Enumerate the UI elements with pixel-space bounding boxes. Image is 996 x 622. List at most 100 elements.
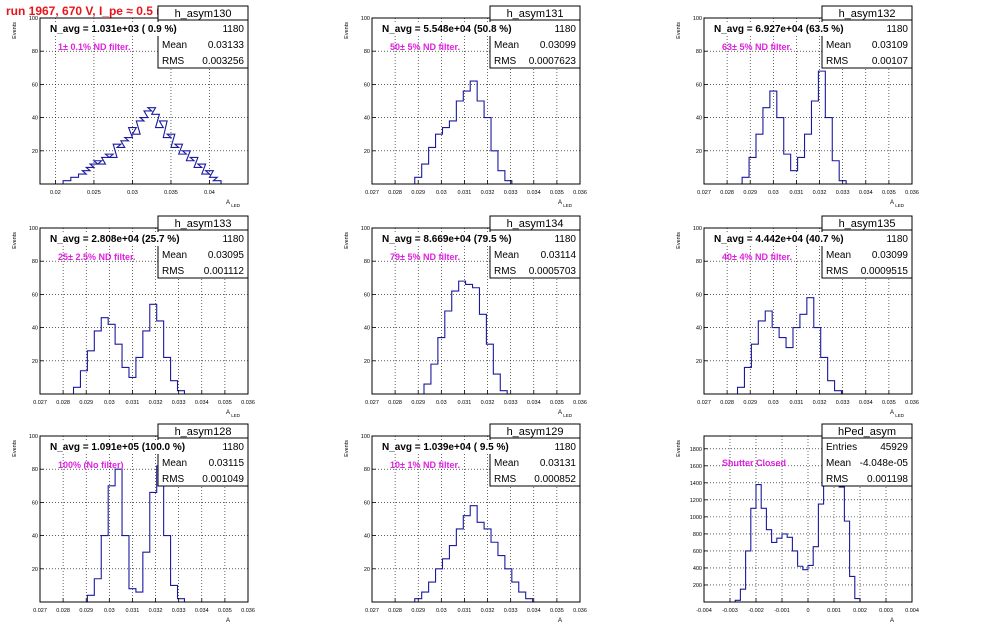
x-axis-label: A LED bbox=[558, 410, 573, 418]
y-tick-label: 40 bbox=[696, 116, 702, 122]
stats-title: h_asym135 bbox=[839, 218, 896, 230]
histogram-panel: 0.027 0.028 0.029 0.03 0.031 0.032 0.033 0.034 0… bbox=[676, 5, 919, 208]
y-tick-label: 40 bbox=[696, 326, 702, 332]
x-tick-label: 0.029 bbox=[79, 608, 93, 614]
y-tick-label: 40 bbox=[32, 116, 38, 122]
navg-text: N_avg = 8.669e+04 (79.5 %) bbox=[382, 234, 512, 245]
x-tick-label: -0.004 bbox=[696, 608, 712, 614]
x-tick-label: 0.02 bbox=[50, 190, 61, 196]
x-tick-label: 0.03 bbox=[768, 190, 779, 196]
y-tick-label: 60 bbox=[32, 82, 38, 88]
plot-frame bbox=[371, 17, 581, 185]
stats-label-rms: RMS bbox=[826, 56, 849, 67]
y-tick-label: 100 bbox=[29, 434, 38, 440]
y-tick-label: 80 bbox=[364, 467, 370, 473]
x-tick-label: 0.032 bbox=[813, 400, 827, 406]
stats-label-mean: Mean bbox=[162, 458, 187, 469]
x-tick-label: 0.032 bbox=[481, 190, 495, 196]
histogram-series bbox=[423, 280, 508, 394]
plot-frame bbox=[39, 17, 249, 185]
x-tick-label: 0.028 bbox=[720, 400, 734, 406]
stats-value-mean: 0.03114 bbox=[541, 250, 577, 261]
x-tick-label: 0.034 bbox=[195, 608, 209, 614]
stats-title: h_asym131 bbox=[507, 8, 564, 20]
x-tick-label: 0.03 bbox=[436, 608, 447, 614]
x-axis-label-main: A bbox=[558, 200, 562, 206]
stats-label-rms: RMS bbox=[162, 474, 185, 485]
x-axis-label-main: A bbox=[226, 618, 230, 622]
x-tick-label: 0.027 bbox=[697, 190, 711, 196]
stats-value-rms: 0.00107 bbox=[872, 56, 909, 67]
stats-label-mean: Mean bbox=[826, 40, 851, 51]
histogram-panel: 0.027 0.028 0.029 0.03 0.031 0.032 0.033 0.034 0… bbox=[344, 423, 587, 622]
x-tick-label: 0.036 bbox=[573, 190, 587, 196]
stats-value-rms: 0.000852 bbox=[534, 474, 576, 485]
x-tick-label: 0.031 bbox=[458, 190, 472, 196]
x-axis-label: A LED bbox=[558, 200, 573, 208]
stats-value-mean: 0.03133 bbox=[208, 40, 245, 51]
stats-value-rms: 0.001198 bbox=[867, 474, 908, 485]
x-tick-label: 0.033 bbox=[172, 400, 186, 406]
x-tick-label: 0.032 bbox=[481, 400, 495, 406]
x-tick-label: 0.034 bbox=[859, 400, 873, 406]
x-tick-label: 0.027 bbox=[365, 608, 379, 614]
histogram-panel: -0.004 -0.003 -0.002 -0.001 0 0.001 0.002 0.003… bbox=[676, 423, 919, 622]
x-tick-label: 0.001 bbox=[827, 608, 841, 614]
y-tick-label: 80 bbox=[32, 49, 38, 55]
x-tick-label: 0.036 bbox=[905, 400, 919, 406]
y-tick-label: 1400 bbox=[690, 481, 702, 487]
stats-label-mean: Mean bbox=[494, 40, 519, 51]
x-tick-label: 0.036 bbox=[905, 190, 919, 196]
y-tick-label: 20 bbox=[364, 359, 370, 365]
navg-box bbox=[46, 232, 206, 246]
filter-annotation: 25± 2.5% ND filter. bbox=[58, 252, 135, 262]
stats-value-entries: 1180 bbox=[222, 234, 244, 245]
y-axis-label: Events bbox=[344, 440, 350, 457]
plot-frame bbox=[39, 227, 249, 395]
y-tick-label: 40 bbox=[364, 326, 370, 332]
y-tick-label: 20 bbox=[32, 359, 38, 365]
stats-label-mean: Mean bbox=[826, 250, 851, 261]
x-tick-label: 0.03 bbox=[768, 400, 779, 406]
x-tick-label: 0.033 bbox=[172, 608, 186, 614]
stats-title: h_asym134 bbox=[507, 218, 564, 230]
y-tick-label: 20 bbox=[32, 149, 38, 155]
x-tick-label: 0.036 bbox=[241, 608, 255, 614]
y-tick-label: 60 bbox=[32, 500, 38, 506]
x-tick-label: 0.034 bbox=[527, 400, 541, 406]
x-tick-label: 0.029 bbox=[743, 190, 757, 196]
x-tick-label: 0.03 bbox=[436, 190, 447, 196]
stats-title: h_asym129 bbox=[507, 426, 564, 438]
x-tick-label: 0.032 bbox=[481, 608, 495, 614]
x-tick-label: 0.035 bbox=[218, 400, 232, 406]
x-tick-label: 0.033 bbox=[836, 190, 850, 196]
y-tick-label: 100 bbox=[693, 16, 702, 22]
navg-box bbox=[46, 440, 206, 454]
x-tick-label: 0.031 bbox=[790, 400, 804, 406]
x-tick-label: 0.036 bbox=[573, 400, 587, 406]
y-tick-label: 60 bbox=[364, 500, 370, 506]
stats-value-rms: 0.003256 bbox=[202, 56, 244, 67]
y-tick-label: 80 bbox=[696, 259, 702, 265]
x-axis-label-sub: LED bbox=[230, 203, 241, 208]
stats-title: h_asym128 bbox=[175, 426, 232, 438]
x-tick-label: 0.034 bbox=[195, 400, 209, 406]
x-tick-label: 0.031 bbox=[790, 190, 804, 196]
stats-label-rms: RMS bbox=[162, 56, 185, 67]
x-tick-label: 0.002 bbox=[853, 608, 867, 614]
y-tick-label: 60 bbox=[364, 82, 370, 88]
y-tick-label: 100 bbox=[361, 434, 370, 440]
x-tick-label: 0.035 bbox=[550, 400, 564, 406]
histogram-series bbox=[72, 303, 185, 394]
stats-title: h_asym130 bbox=[175, 8, 232, 20]
y-tick-label: 40 bbox=[364, 534, 370, 540]
filter-annotation: 1± 0.1% ND filter. bbox=[58, 42, 130, 52]
x-axis-label: A LED bbox=[890, 410, 905, 418]
stats-label-rms: RMS bbox=[494, 56, 517, 67]
x-tick-label: 0.031 bbox=[126, 608, 140, 614]
stats-box bbox=[157, 423, 249, 487]
filter-annotation: 100% (No filter) bbox=[58, 460, 124, 470]
y-axis-label: Events bbox=[344, 22, 350, 39]
x-tick-label: 0.035 bbox=[218, 608, 232, 614]
stats-box bbox=[821, 5, 913, 69]
